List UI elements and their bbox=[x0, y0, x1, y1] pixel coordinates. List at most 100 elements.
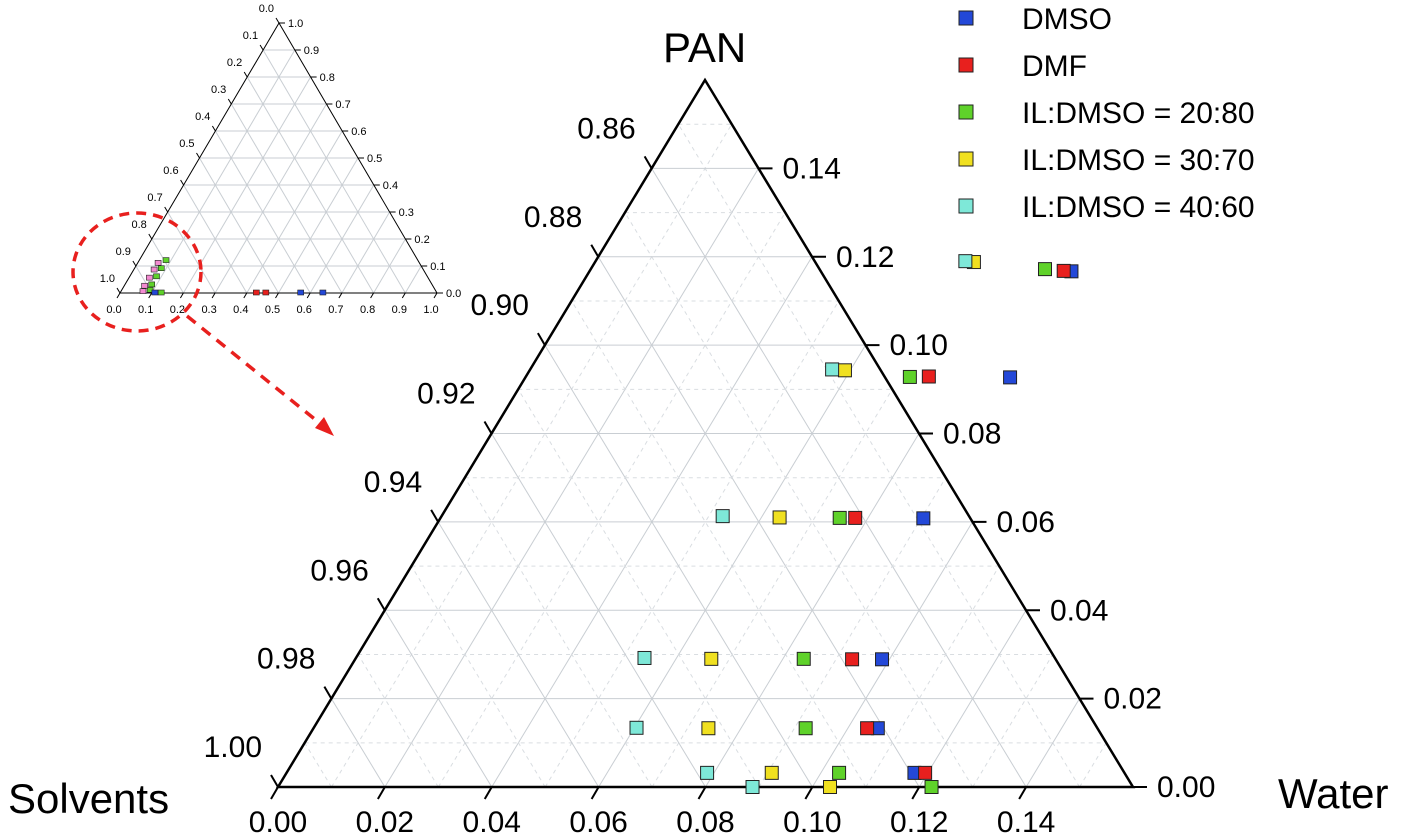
tick-water bbox=[1018, 786, 1027, 800]
data-point-il-dmso-20-80 bbox=[832, 510, 847, 525]
grid-line-solvent bbox=[384, 609, 493, 788]
data-point-dmf bbox=[860, 721, 875, 736]
grid-line-water bbox=[331, 123, 733, 788]
inset-tick-label-left: 0.7 bbox=[147, 192, 162, 204]
inset-data-point bbox=[146, 274, 153, 281]
inset-grid-line bbox=[404, 265, 422, 294]
inset-grid-line bbox=[151, 238, 184, 294]
inset-tick bbox=[116, 292, 121, 299]
grid-line-water bbox=[705, 433, 920, 788]
tick-water bbox=[483, 786, 493, 800]
grid-line-water bbox=[544, 300, 840, 788]
legend-label: DMSO bbox=[1022, 3, 1112, 36]
inset-data-point bbox=[157, 265, 165, 272]
data-point-il-dmso-30-70 bbox=[772, 510, 787, 525]
tick-label-solvent: 0.90 bbox=[470, 289, 528, 322]
tick-label-solvent: 0.86 bbox=[577, 112, 635, 145]
tick-label-pan: 0.10 bbox=[890, 329, 948, 362]
legend-marker bbox=[958, 10, 974, 26]
data-point-il-dmso-20-80 bbox=[924, 780, 939, 794]
grid-line-solvent bbox=[411, 565, 546, 788]
tick-solvent bbox=[590, 244, 600, 258]
legend-marker bbox=[958, 104, 974, 120]
inset-tick bbox=[338, 292, 343, 299]
inset-tick bbox=[164, 206, 169, 213]
inset-tick bbox=[132, 260, 137, 267]
tick-solvent bbox=[430, 509, 439, 523]
inset-tick bbox=[370, 292, 375, 299]
axis-title-water: Water bbox=[1278, 770, 1388, 817]
inset-ternary: 0.0 0.1 0.2 0.3 0.4 0.5 0.6 0.7 0.8 0.9 1.0 0.0 0.1 0… bbox=[100, 3, 462, 316]
tick-label-water: 0.02 bbox=[356, 806, 414, 839]
data-point-il-dmso-20-80 bbox=[902, 369, 917, 384]
inset-tick bbox=[401, 292, 406, 299]
tick-label-pan: 0.06 bbox=[997, 506, 1055, 539]
tick-solvent bbox=[323, 686, 333, 700]
inset-tick bbox=[227, 98, 232, 105]
inset-tick-label-right: 0.8 bbox=[320, 72, 335, 84]
tick-label-pan: 0.14 bbox=[783, 152, 841, 185]
inset-data-point bbox=[141, 282, 148, 289]
tick-label-pan: 0.12 bbox=[836, 241, 894, 274]
inset-tick-label-right: 0.0 bbox=[446, 288, 461, 300]
inset-tick-label-bottom: 0.8 bbox=[360, 304, 375, 316]
tick-label-solvent: 0.88 bbox=[524, 201, 582, 234]
tick-water bbox=[270, 786, 279, 800]
inset-tick bbox=[148, 233, 153, 240]
inset-tick-label-bottom: 0.1 bbox=[138, 304, 153, 316]
tick-label-water: 0.12 bbox=[890, 806, 948, 839]
inset-data-point bbox=[157, 289, 165, 296]
inset-tick bbox=[211, 292, 216, 299]
inset-tick bbox=[243, 71, 248, 78]
tick-solvent bbox=[643, 155, 653, 169]
data-point-dmso bbox=[1003, 370, 1018, 385]
grid-line-solvent bbox=[357, 654, 439, 788]
inset-tick-label-bottom: 0.4 bbox=[233, 304, 248, 316]
data-point-il-dmso-30-70 bbox=[701, 721, 716, 736]
inset-tick-label-right: 0.5 bbox=[367, 153, 382, 165]
data-point-dmf bbox=[921, 369, 936, 384]
tick-label-water: 0.06 bbox=[569, 806, 627, 839]
inset-grid-line bbox=[373, 238, 406, 294]
inset-tick bbox=[306, 292, 311, 299]
grid-line-water bbox=[1079, 742, 1107, 788]
inset-grid-line bbox=[262, 49, 406, 294]
tick-label-solvent: 0.98 bbox=[257, 643, 315, 676]
inset-tick-label-left: 0.5 bbox=[179, 138, 194, 150]
inset-tick-label-left: 0.0 bbox=[259, 3, 274, 15]
data-point-il-dmso-40-60 bbox=[958, 254, 973, 269]
tick-water bbox=[377, 786, 386, 800]
grid-line-solvent bbox=[571, 300, 867, 788]
main-grid bbox=[304, 123, 1107, 788]
inset-grid-line bbox=[183, 184, 248, 294]
data-point-il-dmso-40-60 bbox=[745, 780, 760, 794]
data-point-il-dmso-30-70 bbox=[704, 651, 719, 666]
inset-tick-label-left: 0.6 bbox=[163, 165, 178, 177]
inset-tick-label-right: 0.2 bbox=[414, 234, 429, 246]
grid-line-water bbox=[865, 565, 1000, 788]
grid-line-solvent bbox=[330, 698, 386, 788]
tick-solvent bbox=[270, 774, 279, 788]
tick-label-pan: 0.00 bbox=[1157, 771, 1215, 804]
inset-grid-line bbox=[230, 103, 343, 294]
data-point-dmf bbox=[1056, 263, 1071, 278]
data-point-il-dmso-20-80 bbox=[798, 721, 813, 736]
inset-grid-line bbox=[214, 103, 327, 294]
inset-tick-label-bottom: 0.6 bbox=[297, 304, 312, 316]
inset-tick-label-left: 0.2 bbox=[227, 57, 242, 69]
tick-water bbox=[697, 786, 707, 800]
inset-data-point bbox=[253, 289, 260, 296]
inset-grid-line bbox=[341, 211, 391, 294]
grid-line-solvent bbox=[464, 477, 653, 788]
data-point-il-dmso-40-60 bbox=[629, 720, 644, 735]
inset-data-point bbox=[154, 259, 162, 266]
tick-label-water: 0.14 bbox=[997, 806, 1055, 839]
tick-water bbox=[911, 786, 921, 800]
tick-label-solvent: 0.92 bbox=[417, 378, 475, 411]
inset-tick bbox=[259, 44, 264, 51]
inset-tick-label-left: 0.9 bbox=[116, 246, 131, 258]
grid-line-water bbox=[811, 521, 973, 788]
inset-tick-label-right: 0.4 bbox=[383, 180, 398, 192]
data-point-dmf bbox=[848, 510, 863, 525]
data-point-il-dmso-30-70 bbox=[837, 363, 852, 378]
